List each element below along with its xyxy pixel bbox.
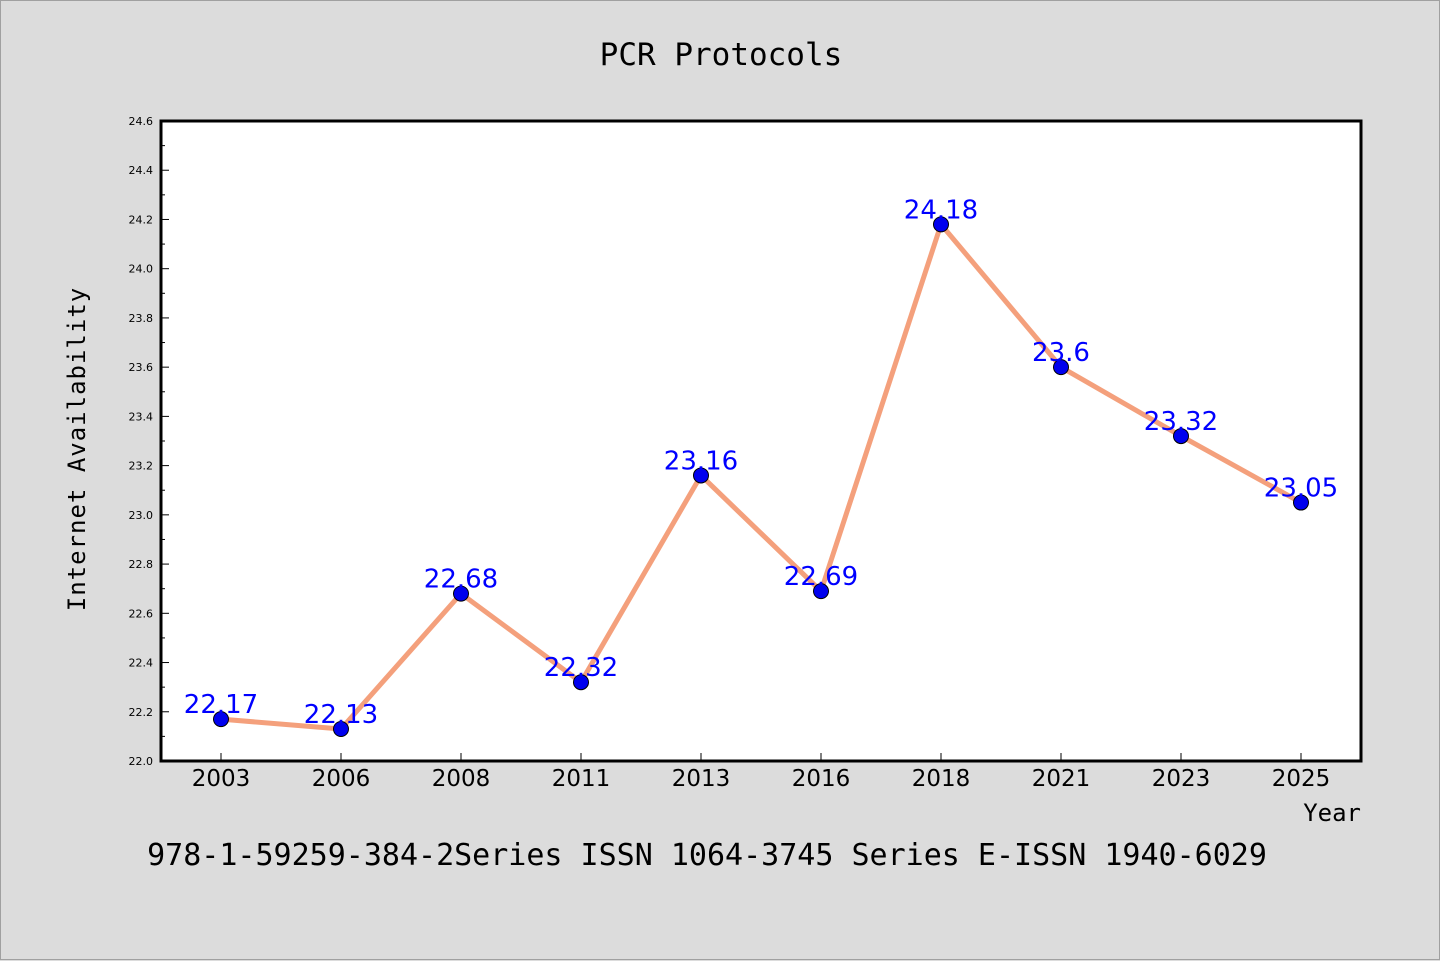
x-tick-label: 2025 <box>1272 766 1331 792</box>
x-tick-label: 2011 <box>552 766 611 792</box>
x-tick-label: 2016 <box>792 766 851 792</box>
data-label: 22.17 <box>184 690 258 720</box>
x-tick-label: 2008 <box>432 766 491 792</box>
data-label: 23.6 <box>1032 338 1090 368</box>
x-axis-label: Year <box>1303 799 1361 827</box>
axes: 22.0 22.2 22.4 22.6 22.8 23.0 23.2 23.4 23.6 23.8… <box>129 115 1331 792</box>
data-point <box>333 721 349 737</box>
data-point <box>1053 359 1069 376</box>
data-point <box>813 583 829 600</box>
y-tick-label: 23.6 <box>129 361 154 374</box>
y-tick-label: 24.0 <box>129 263 154 276</box>
data-point <box>933 216 949 233</box>
footer-isbn-text: 978-1-59259-384-2Series ISSN 1064-3745 S… <box>147 838 1267 873</box>
data-label: 22.69 <box>784 562 858 592</box>
y-tick-label: 22.2 <box>129 706 154 719</box>
y-tick-label: 23.2 <box>129 460 154 473</box>
data-label: 22.13 <box>304 700 378 730</box>
x-tick-label: 2006 <box>312 766 371 792</box>
data-label: 22.32 <box>544 653 618 683</box>
y-tick-label: 24.6 <box>129 115 154 128</box>
y-tick-label: 24.4 <box>129 164 154 177</box>
x-tick-label: 2018 <box>912 766 971 792</box>
data-label: 24.18 <box>904 195 978 225</box>
data-point <box>573 674 589 691</box>
y-tick-label: 24.2 <box>129 213 154 226</box>
series-line <box>218 221 1304 732</box>
y-tick-label: 23.4 <box>129 410 154 423</box>
x-tick-label: 2013 <box>672 766 731 792</box>
data-point <box>1293 494 1309 511</box>
data-label: 23.05 <box>1264 474 1338 504</box>
y-tick-label: 22.8 <box>129 558 154 571</box>
series-layer: 22.17 22.13 22.68 22.32 23.16 22.69 24.18 23.6 2… <box>184 195 1338 737</box>
data-point <box>453 585 469 602</box>
x-tick-label: 2021 <box>1032 766 1091 792</box>
plot-area <box>161 121 1361 761</box>
y-axis-label: Internet Availability <box>63 287 91 611</box>
data-label: 22.68 <box>424 565 498 595</box>
data-label: 23.16 <box>664 446 738 476</box>
y-tick-label: 23.8 <box>129 312 154 325</box>
y-tick-label: 22.6 <box>129 607 154 620</box>
plot-border <box>159 119 1363 763</box>
x-tick-label: 2023 <box>1152 766 1211 792</box>
data-point <box>693 467 709 484</box>
chart-title: PCR Protocols <box>600 37 843 73</box>
y-tick-label: 22.0 <box>129 755 154 768</box>
data-label: 23.32 <box>1144 407 1218 437</box>
y-tick-label: 23.0 <box>129 509 154 522</box>
x-tick-label: 2003 <box>192 766 251 792</box>
y-tick-label: 22.4 <box>129 657 154 670</box>
data-point <box>213 711 229 728</box>
data-point <box>1173 428 1189 445</box>
